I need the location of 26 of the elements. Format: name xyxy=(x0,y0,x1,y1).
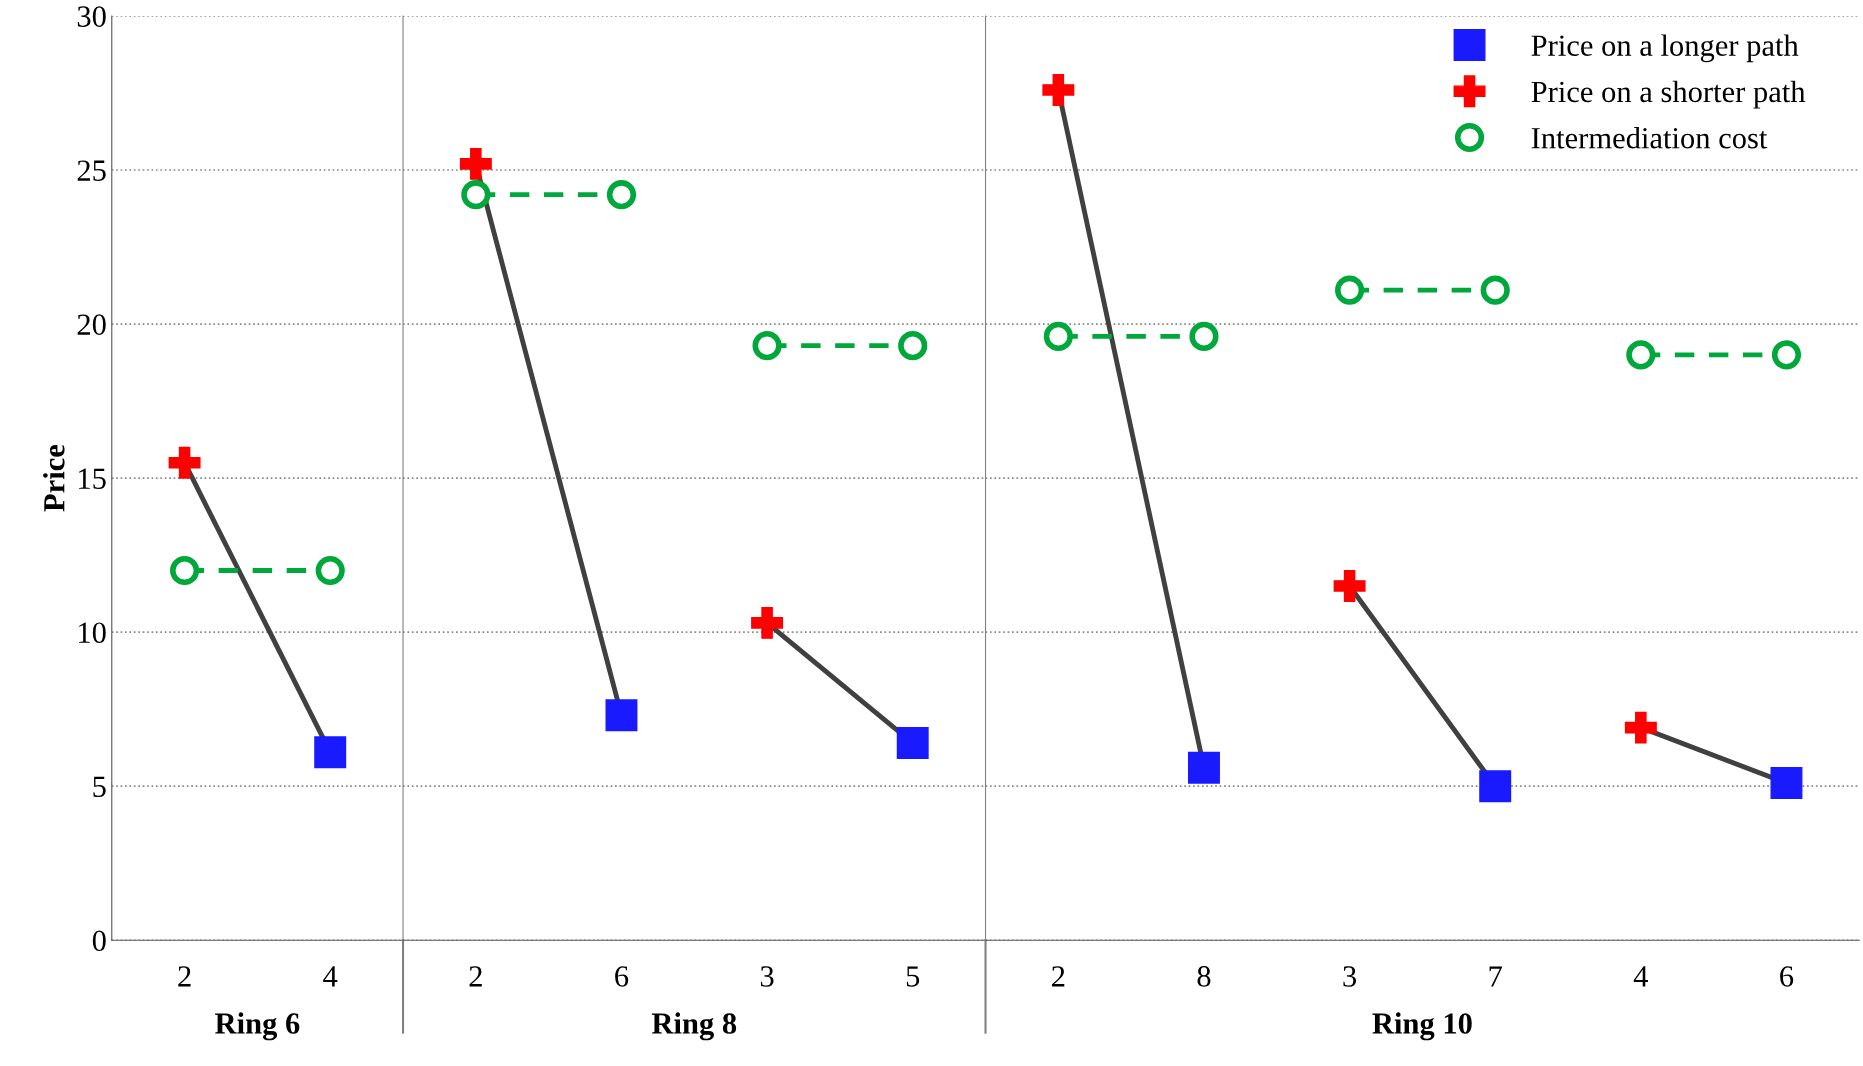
y-tick-label: 30 xyxy=(77,6,106,27)
x-tick-label: 2 xyxy=(469,966,482,987)
y-tick-label: 15 xyxy=(79,468,106,489)
y-axis-title: Price xyxy=(43,444,65,512)
x-axis-title: Ring 6 xyxy=(215,1012,300,1041)
y-tick-label: 5 xyxy=(93,776,106,798)
x-axis-title: Ring 10 xyxy=(1372,1012,1472,1041)
x-tick-label: 3 xyxy=(1343,966,1357,987)
x-tick-label: 4 xyxy=(323,966,338,987)
x-axis-title: Ring 8 xyxy=(651,1012,737,1041)
x-tick-label: 6 xyxy=(1780,966,1794,987)
legend-label: Price on a shorter path xyxy=(1531,80,1806,109)
x-tick-label: 6 xyxy=(615,966,629,987)
legend-label: Price on a longer path xyxy=(1531,34,1799,63)
y-tick-label: 10 xyxy=(79,622,106,644)
x-tick-label: 5 xyxy=(906,966,920,987)
x-tick-label: 8 xyxy=(1197,966,1211,987)
x-tick-label: 2 xyxy=(178,966,191,987)
y-tick-label: 20 xyxy=(77,314,106,335)
x-tick-label: 2 xyxy=(1052,966,1065,987)
y-tick-label: 25 xyxy=(77,160,106,181)
x-tick-label: 4 xyxy=(1633,966,1648,987)
x-tick-label: 3 xyxy=(760,966,774,987)
y-tick-label: 0 xyxy=(92,930,106,952)
legend-label: Intermediation cost xyxy=(1531,126,1768,149)
x-tick-label: 7 xyxy=(1489,966,1502,987)
